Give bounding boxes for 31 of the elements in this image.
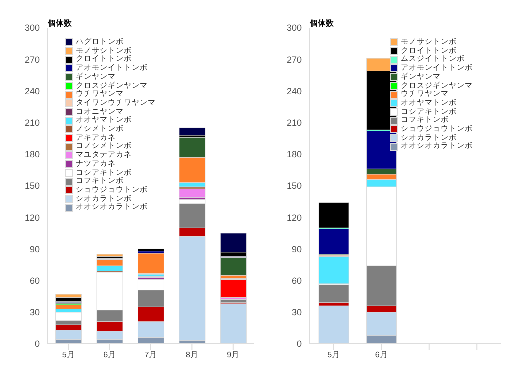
x-tick-label: 7月 [144,350,158,360]
y-tick-label: 240 [24,86,40,96]
x-tick-label: 5月 [328,350,340,360]
y-tick-label: 210 [286,118,302,128]
y-tick-label: 300 [24,23,40,34]
y-tick-label: 30 [292,308,302,318]
y-tick-label: 30 [30,308,40,318]
y-tick-label: 90 [30,244,40,254]
y-axis-title: 個体数 [310,18,334,29]
y-tick-label: 180 [286,150,302,160]
y-tick-label: 60 [30,276,40,286]
x-tick-label: 9月 [227,350,240,360]
y-tick-label: 240 [286,86,302,96]
y-tick-label: 90 [292,244,302,254]
y-tick-label: 180 [24,150,40,160]
y-tick-label: 150 [24,181,40,192]
y-tick-label: 60 [292,276,302,286]
y-tick-label: 0 [34,339,40,350]
y-tick-label: 120 [286,212,302,223]
y-tick-label: 300 [286,23,302,34]
y-axis-title: 個体数 [48,18,72,29]
y-tick-label: 120 [24,212,40,223]
y-tick-label: 270 [286,54,302,65]
x-tick-label: 5月 [62,350,75,360]
y-tick-label: 270 [24,54,40,65]
y-tick-label: 0 [296,339,302,350]
y-tick-label: 210 [24,118,40,128]
x-tick-label: 6月 [104,350,116,360]
x-tick-label: 8月 [186,350,198,360]
x-tick-label: 6月 [375,350,388,360]
y-tick-label: 150 [286,181,302,192]
